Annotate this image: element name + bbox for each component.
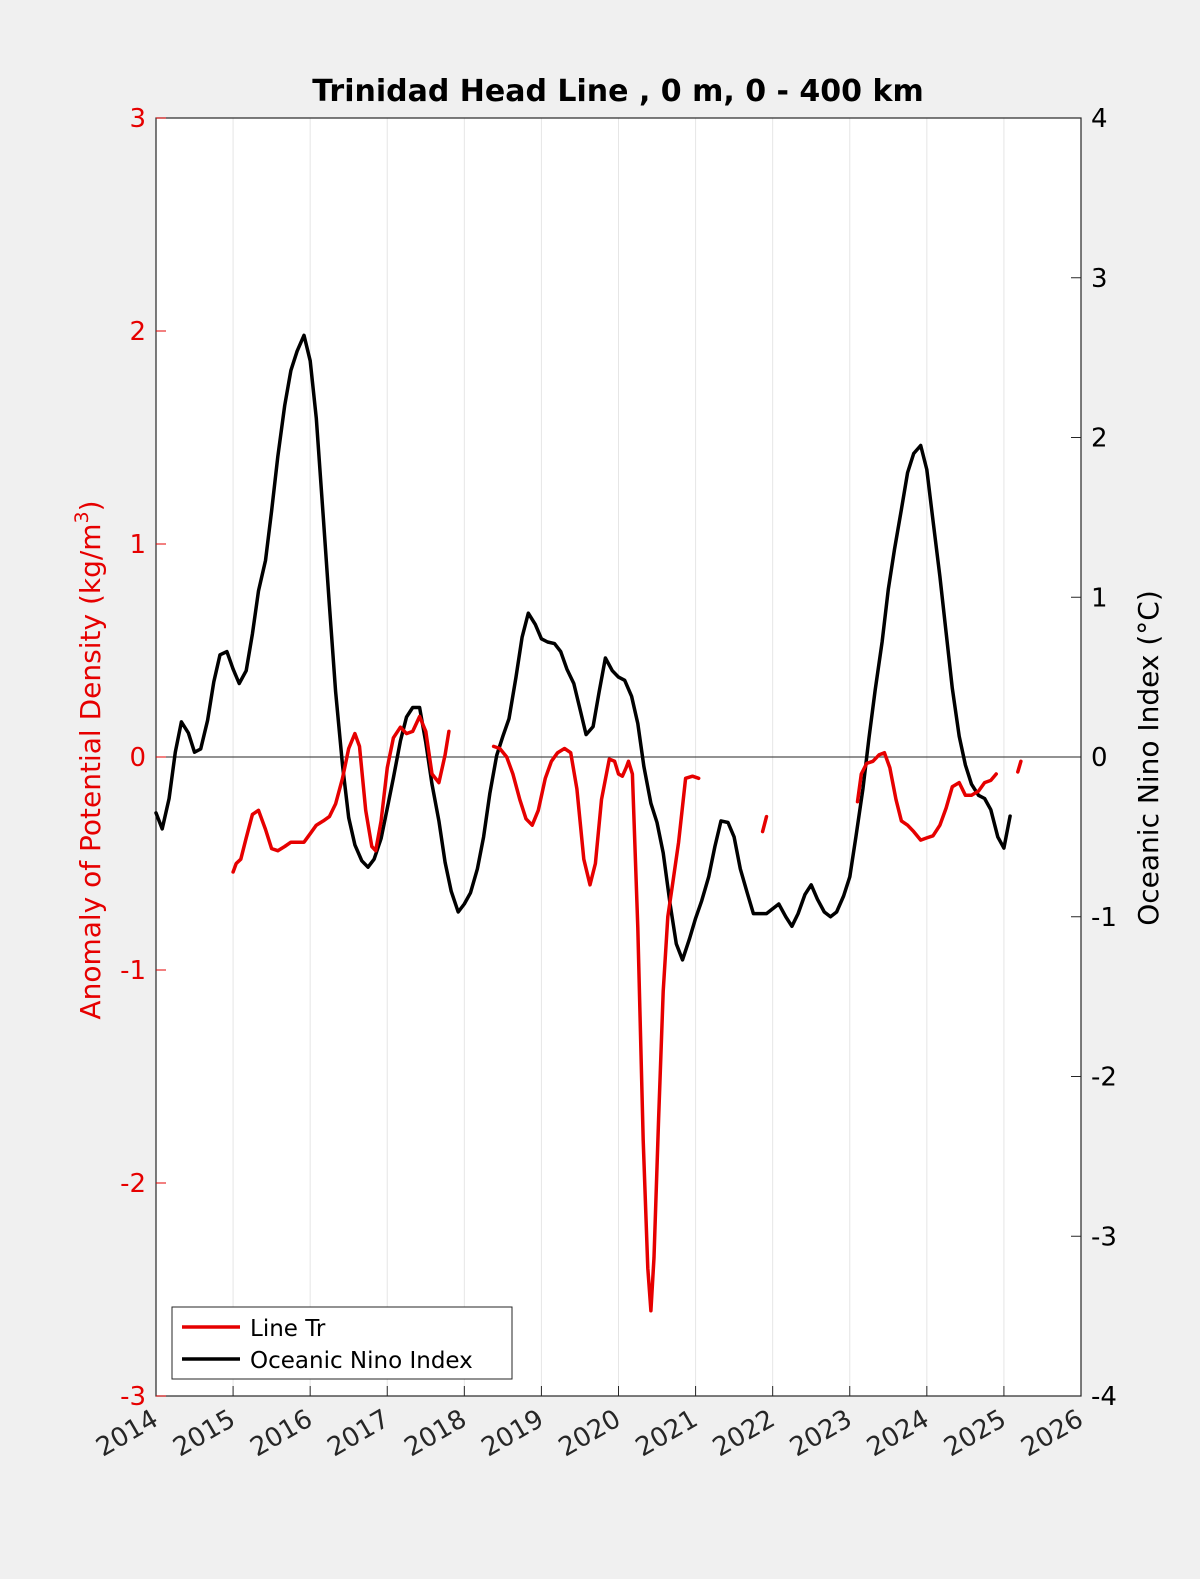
right-y-tick-label: 3 bbox=[1091, 264, 1108, 294]
x-tick-label: 2019 bbox=[477, 1404, 549, 1463]
legend: Line Tr Oceanic Nino Index bbox=[171, 1306, 513, 1380]
x-axis: 2014 2015 2016 2017 2018 2019 2020 2021 2022 2023… bbox=[91, 1386, 1089, 1463]
right-y-tick-label: -4 bbox=[1091, 1382, 1117, 1412]
left-axis-label-suffix: ) bbox=[74, 500, 107, 511]
x-tick-label: 2020 bbox=[554, 1404, 626, 1463]
chart-title: Trinidad Head Line , 0 m, 0 - 400 km bbox=[312, 74, 923, 109]
series-line-line-tr bbox=[855, 750, 998, 842]
x-tick-label: 2015 bbox=[168, 1404, 240, 1463]
right-y-tick-label: -1 bbox=[1091, 903, 1117, 933]
legend-label-oni: Oceanic Nino Index bbox=[250, 1348, 473, 1374]
right-y-tick-label: -2 bbox=[1091, 1063, 1117, 1093]
series-line-line-tr bbox=[760, 814, 769, 834]
left-y-tick-label: -3 bbox=[120, 1382, 146, 1412]
left-y-tick-label: -1 bbox=[120, 956, 146, 986]
right-y-tick-label: 1 bbox=[1091, 583, 1108, 613]
right-y-axis: -4 -3 -2 -1 0 1 2 3 4 bbox=[1071, 104, 1117, 1412]
x-tick-label: 2021 bbox=[631, 1404, 703, 1463]
x-tick-label: 2014 bbox=[91, 1404, 163, 1463]
legend-box bbox=[171, 1306, 513, 1380]
left-y-tick-label: 1 bbox=[129, 530, 146, 560]
series-line-line-tr bbox=[231, 714, 451, 874]
series-layer bbox=[154, 333, 1023, 1313]
right-y-tick-label: 4 bbox=[1091, 104, 1108, 134]
left-axis-label: Anomaly of Potential Density (kg/m3) bbox=[71, 500, 107, 1019]
x-tick-label: 2017 bbox=[322, 1404, 394, 1463]
x-tick-label: 2022 bbox=[708, 1404, 780, 1463]
x-tick-label: 2026 bbox=[1016, 1404, 1088, 1463]
right-y-tick-label: 0 bbox=[1091, 743, 1108, 773]
x-tick-label: 2018 bbox=[400, 1404, 472, 1463]
series-line-line-tr bbox=[1016, 759, 1023, 774]
left-y-axis: -3 -2 -1 0 1 2 3 bbox=[120, 104, 166, 1412]
legend-label-line-tr: Line Tr bbox=[250, 1316, 326, 1342]
left-y-tick-label: 0 bbox=[129, 743, 146, 773]
x-tick-label: 2024 bbox=[862, 1404, 934, 1463]
x-tick-label: 2023 bbox=[785, 1404, 857, 1463]
series-line-line-tr bbox=[491, 744, 701, 1313]
x-tick-label: 2016 bbox=[245, 1404, 317, 1463]
right-y-tick-label: -3 bbox=[1091, 1222, 1117, 1252]
left-y-tick-label: 3 bbox=[129, 104, 146, 134]
left-axis-label-superscript: 3 bbox=[71, 511, 93, 523]
x-tick-label: 2025 bbox=[939, 1404, 1011, 1463]
left-y-tick-label: 2 bbox=[129, 317, 146, 347]
left-y-tick-label: -2 bbox=[120, 1169, 146, 1199]
series-line-oceanic-nino-index bbox=[154, 333, 1012, 962]
left-axis-label-text: Anomaly of Potential Density (kg/m bbox=[74, 523, 107, 1019]
right-axis-label: Oceanic Nino Index (°C) bbox=[1132, 590, 1165, 926]
right-y-tick-label: 2 bbox=[1091, 424, 1108, 454]
